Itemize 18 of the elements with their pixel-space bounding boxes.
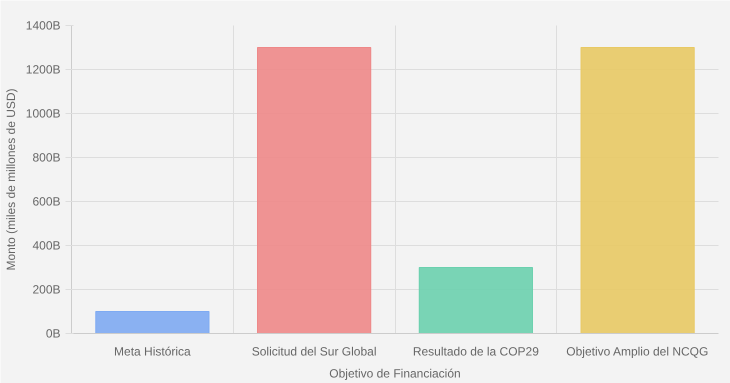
x-tick-label: Meta Histórica (114, 344, 192, 358)
y-tick-label: 600B (32, 194, 61, 208)
bar (95, 311, 210, 334)
y-tick-label: 1000B (26, 106, 61, 120)
y-tick-label: 0B (46, 326, 61, 340)
bar (418, 267, 533, 334)
bar (580, 47, 695, 334)
y-tick-label: 800B (32, 150, 61, 164)
y-tick-label: 1400B (26, 18, 61, 32)
y-tick-label: 1200B (26, 62, 61, 76)
bar (257, 47, 372, 334)
x-tick-label: Objetivo Amplio del NCQG (566, 344, 708, 358)
y-tick-label: 200B (32, 282, 61, 296)
x-axis-title: Objetivo de Financiación (329, 366, 461, 380)
y-axis-title: Monto (miles de millones de USD) (4, 88, 18, 271)
x-tick-label: Resultado de la COP29 (412, 344, 540, 358)
x-tick-label: Solicitud del Sur Global (252, 344, 376, 358)
y-tick-label: 400B (32, 238, 61, 252)
